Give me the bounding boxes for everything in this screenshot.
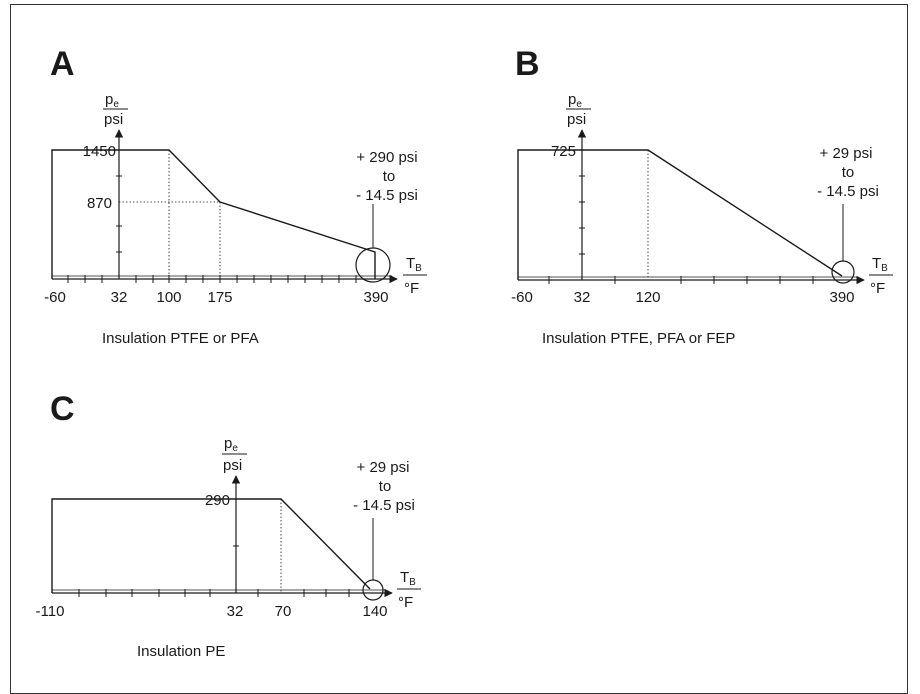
chart-caption: Insulation PTFE or PFA xyxy=(102,330,259,347)
y-axis-unit: pe xyxy=(568,91,582,110)
x-axis-ticks xyxy=(548,276,814,284)
x-tick-label: -60 xyxy=(511,289,533,306)
note-line-1: + 290 psi xyxy=(356,149,417,166)
x-axis-unit-denominator: °F xyxy=(398,594,413,611)
x-axis-ticks xyxy=(78,589,350,597)
x-tick-label: 390 xyxy=(829,289,854,306)
panel-letter: B xyxy=(515,45,540,83)
y-axis-unit-denominator: psi xyxy=(567,111,586,128)
y-axis-unit: pe xyxy=(105,91,119,110)
note-line-1: + 29 psi xyxy=(357,459,410,476)
y-axis-unit: pe xyxy=(224,435,238,454)
panel-b: B pe psi + 29 psi to - 14.5 psi 725 -60 … xyxy=(511,45,893,347)
y-tick-label: 1450 xyxy=(83,143,116,160)
x-tick-label: 100 xyxy=(156,289,181,306)
x-tick-label: 32 xyxy=(111,289,128,306)
x-axis-unit-denominator: °F xyxy=(404,280,419,297)
y-axis-ticks xyxy=(116,175,122,253)
x-axis-unit: TB xyxy=(406,255,422,274)
x-tick-label: 140 xyxy=(362,603,387,620)
x-tick-label: -60 xyxy=(44,289,66,306)
x-tick-label: 175 xyxy=(207,289,232,306)
x-tick-label: 390 xyxy=(363,289,388,306)
pressure-temperature-curve xyxy=(517,149,843,280)
note-line-3: - 14.5 psi xyxy=(356,187,418,204)
x-axis-unit-denominator: °F xyxy=(870,280,885,297)
y-axis-ticks xyxy=(579,175,585,255)
panel-letter: A xyxy=(50,45,75,83)
note-line-1: + 29 psi xyxy=(820,145,873,162)
pressure-temperature-curve xyxy=(51,498,371,593)
note-line-2: to xyxy=(383,168,396,185)
y-tick-label: 725 xyxy=(551,143,576,160)
x-tick-label: -110 xyxy=(36,603,65,620)
x-axis-unit: TB xyxy=(400,569,416,588)
chart-caption: Insulation PE xyxy=(137,643,225,660)
limit-circle xyxy=(355,247,391,283)
x-axis-unit: TB xyxy=(872,255,888,274)
note-line-2: to xyxy=(842,164,855,181)
pressure-temperature-curve xyxy=(51,149,376,279)
note-line-3: - 14.5 psi xyxy=(353,497,415,514)
y-tick-label: 870 xyxy=(87,195,112,212)
panel-a: A pe psi + 290 psi xyxy=(44,45,427,347)
x-tick-label: 120 xyxy=(635,289,660,306)
x-tick-label: 32 xyxy=(227,603,244,620)
panel-letter: C xyxy=(50,390,75,428)
panel-c: C pe psi + 29 psi to - 14.5 psi 290 -110… xyxy=(36,390,421,660)
y-axis-unit-denominator: psi xyxy=(223,457,242,474)
x-tick-label: 70 xyxy=(275,603,292,620)
x-tick-label: 32 xyxy=(574,289,591,306)
y-tick-label: 290 xyxy=(205,492,230,509)
note-line-2: to xyxy=(379,478,392,495)
chart-caption: Insulation PTFE, PFA or FEP xyxy=(542,330,735,347)
y-axis-unit-denominator: psi xyxy=(104,111,123,128)
note-line-3: - 14.5 psi xyxy=(817,183,879,200)
